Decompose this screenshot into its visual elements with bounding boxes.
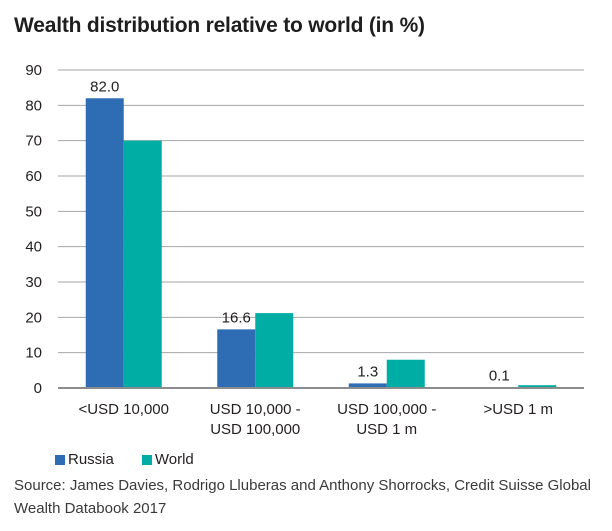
legend-item-world: World: [141, 451, 194, 468]
bar-russia: [217, 329, 256, 388]
y-tick-label: 50: [25, 203, 42, 220]
y-tick-label: 10: [25, 345, 42, 362]
y-tick-label: 60: [25, 168, 42, 185]
x-category-label: <USD 10,000: [79, 401, 169, 418]
chart-title: Wealth distribution relative to world (i…: [14, 14, 425, 37]
x-category-label: USD 10,000 -: [210, 401, 301, 418]
bar-world: [518, 385, 557, 388]
legend-item-russia: Russia: [55, 451, 114, 468]
x-category-label: USD 1 m: [356, 421, 417, 438]
x-category-label: USD 100,000 -: [337, 401, 436, 418]
x-category-label: USD 100,000: [210, 421, 300, 438]
y-tick-label: 80: [25, 97, 42, 114]
data-label-russia: 0.1: [489, 368, 510, 385]
y-tick-label: 90: [25, 62, 42, 79]
bar-world: [123, 140, 162, 388]
y-tick-label: 0: [34, 380, 42, 397]
x-category-label: >USD 1 m: [483, 401, 553, 418]
legend: Russia World: [55, 451, 222, 468]
source-note: Source: James Davies, Rodrigo Lluberas a…: [14, 477, 591, 517]
legend-swatch-russia: [55, 454, 65, 465]
data-label-russia: 16.6: [222, 309, 251, 326]
legend-label-world: World: [154, 451, 194, 468]
y-tick-label: 30: [25, 274, 42, 291]
y-tick-label: 20: [25, 309, 42, 326]
y-tick-label: 70: [25, 133, 42, 150]
bar-russia: [348, 383, 387, 388]
legend-label-russia: Russia: [68, 451, 114, 468]
legend-swatch-world: [141, 454, 152, 465]
bar-world: [386, 359, 425, 388]
y-tick-label: 40: [25, 239, 42, 256]
data-label-russia: 82.0: [90, 78, 119, 95]
bar-russia: [85, 98, 124, 389]
bar-world: [255, 313, 294, 388]
data-label-russia: 1.3: [357, 363, 378, 380]
